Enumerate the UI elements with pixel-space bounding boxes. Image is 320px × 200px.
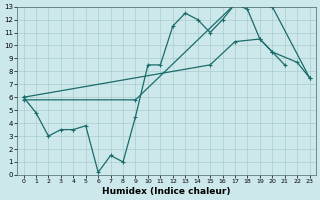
X-axis label: Humidex (Indice chaleur): Humidex (Indice chaleur): [102, 187, 231, 196]
